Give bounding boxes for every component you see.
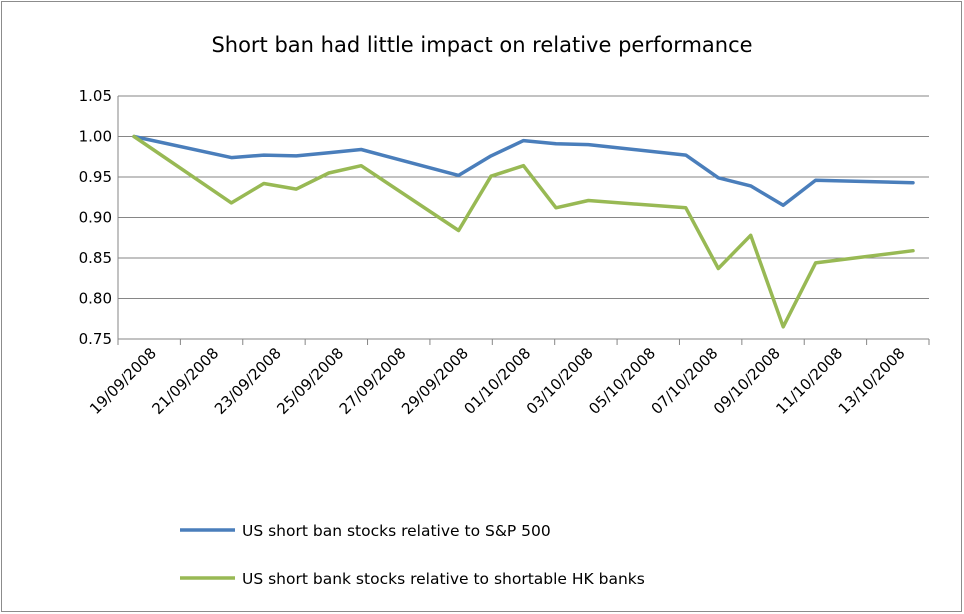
legend-label-short-ban-stocks: US short ban stocks relative to S&P 500 bbox=[242, 522, 551, 540]
y-tick-label: 0.95 bbox=[79, 168, 112, 186]
legend-label-short-bank-stocks: US short bank stocks relative to shortab… bbox=[242, 570, 645, 588]
y-tick-label: 0.80 bbox=[79, 290, 112, 308]
y-tick-label: 0.85 bbox=[79, 249, 112, 267]
y-tick-label: 0.75 bbox=[79, 330, 112, 348]
series-line-1 bbox=[134, 137, 913, 206]
x-tick-label: 13/10/2008 bbox=[835, 344, 909, 418]
x-tick-labels: 19/09/200821/09/200823/09/200825/09/2008… bbox=[86, 344, 908, 418]
chart-title: Short ban had little impact on relative … bbox=[211, 33, 752, 57]
y-tick-label: 1.00 bbox=[79, 128, 112, 146]
y-tick-label: 1.05 bbox=[79, 87, 112, 105]
axes bbox=[118, 96, 929, 345]
legend: US short ban stocks relative to S&P 500 … bbox=[180, 522, 645, 588]
y-tick-labels: 1.05 1.00 0.95 0.90 0.85 0.80 0.75 bbox=[79, 87, 112, 348]
y-tick-label: 0.90 bbox=[79, 209, 112, 227]
